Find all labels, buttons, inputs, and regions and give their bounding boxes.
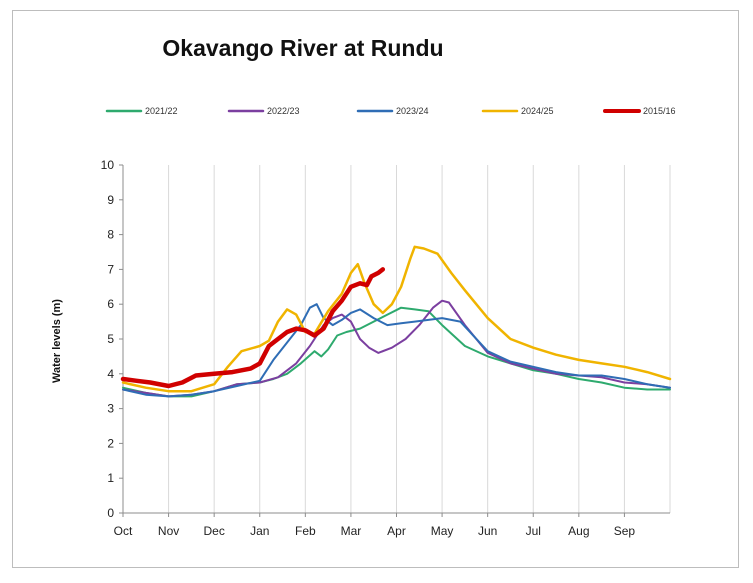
x-tick-label: Feb <box>295 524 316 538</box>
x-tick-label: Jun <box>478 524 497 538</box>
x-axis: Oct Nov Dec Jan Feb Mar Apr May Jun Jul Aug Sep <box>114 512 670 538</box>
legend-label: 2015/16 <box>643 106 676 116</box>
x-tick-label: Dec <box>203 524 224 538</box>
y-tick-label: 2 <box>107 436 114 450</box>
y-axis-label: Water levels (m) <box>51 299 63 383</box>
line-chart: Okavango River at Rundu 2021/22 2022/23 20… <box>51 35 676 538</box>
x-tick-label: Sep <box>614 524 636 538</box>
y-tick-label: 9 <box>107 193 114 207</box>
y-tick-label: 1 <box>107 471 114 485</box>
x-tick-label: Oct <box>114 524 133 538</box>
y-tick-label: 10 <box>101 158 115 172</box>
legend-label: 2024/25 <box>521 106 554 116</box>
y-tick-label: 5 <box>107 332 114 346</box>
series-line-2024-25 <box>121 245 672 393</box>
x-tick-label: Nov <box>158 524 179 538</box>
x-tick-label: May <box>431 524 454 538</box>
grid-lines <box>122 165 671 513</box>
legend-label: 2021/22 <box>145 106 178 116</box>
y-tick-label: 4 <box>107 367 114 381</box>
x-tick-label: Jul <box>526 524 541 538</box>
x-tick-label: Apr <box>387 524 406 538</box>
chart-frame: Okavango River at Rundu 2021/22 2022/23 20… <box>12 10 739 568</box>
y-tick-label: 0 <box>107 506 114 520</box>
chart-title: Okavango River at Rundu <box>162 35 443 61</box>
series-line-2015-16 <box>120 267 386 389</box>
y-tick-label: 7 <box>107 262 114 276</box>
series-lines <box>120 245 672 398</box>
y-tick-label: 8 <box>107 228 114 242</box>
y-axis: 0 1 2 3 4 5 6 7 8 9 10 <box>101 158 124 520</box>
x-tick-label: Mar <box>341 524 362 538</box>
legend-label: 2023/24 <box>396 106 429 116</box>
legend-label: 2022/23 <box>267 106 300 116</box>
x-tick-label: Jan <box>250 524 269 538</box>
legend: 2021/22 2022/23 2023/24 2024/25 2015/16 <box>105 106 676 116</box>
y-tick-label: 3 <box>107 402 114 416</box>
series-line-2023-24 <box>122 303 671 398</box>
y-tick-label: 6 <box>107 297 114 311</box>
x-tick-label: Aug <box>568 524 589 538</box>
